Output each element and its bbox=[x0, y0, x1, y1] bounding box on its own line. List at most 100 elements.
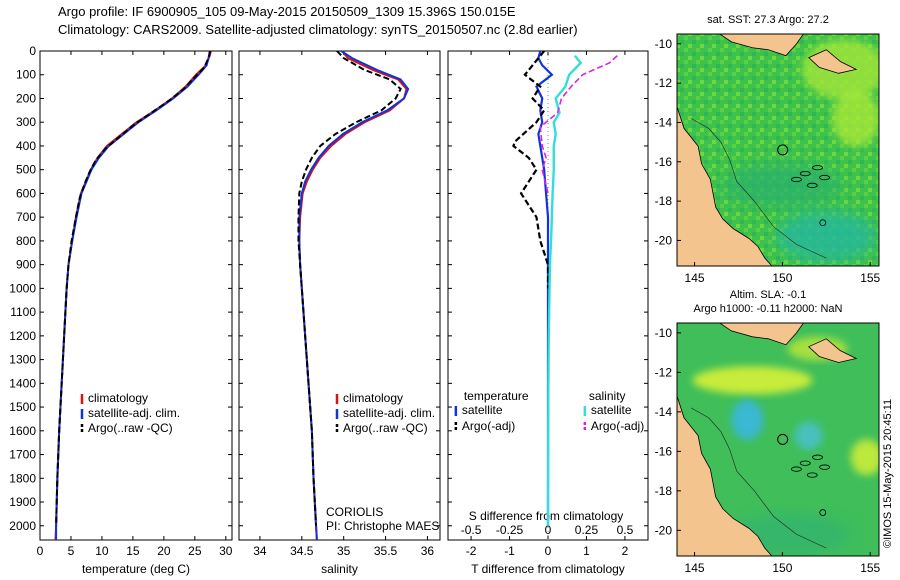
x-tick-label: 35 bbox=[337, 544, 351, 558]
reef-outline bbox=[819, 174, 830, 181]
map-frame bbox=[676, 33, 880, 267]
y-tick-label: 1000 bbox=[9, 281, 36, 295]
map-field bbox=[677, 323, 879, 556]
y-tick-label: 900 bbox=[16, 258, 36, 272]
plot-frame bbox=[238, 50, 441, 541]
reef-outline bbox=[819, 464, 830, 470]
legend-entry: satellite-adj. clim. bbox=[343, 406, 435, 420]
map-title: sat. SST: 27.3 Argo: 27.2 bbox=[707, 14, 829, 26]
map-title: Altim. SLA: -0.1 bbox=[730, 289, 806, 301]
x-tick-label: 145 bbox=[685, 561, 705, 575]
x-tick-label: 0 bbox=[545, 544, 552, 558]
land-mass bbox=[677, 323, 804, 346]
x-tick-label: -2 bbox=[466, 544, 477, 558]
y-tick-label: 400 bbox=[16, 139, 36, 153]
x-tick-label: 150 bbox=[772, 271, 792, 285]
panel-sla-map: 145 150 155 -10 -12 -14 -16 -18 -20 Altim. SLA: -… bbox=[655, 289, 881, 575]
x-tick-label: 36 bbox=[421, 544, 435, 558]
reef-outline bbox=[799, 460, 811, 466]
annotation-text: PI: Christophe MAES bbox=[326, 519, 439, 533]
series-argo-raw-qc- bbox=[297, 50, 402, 526]
legend-entry: Argo(-adj) bbox=[462, 419, 515, 433]
x2-tick-label: -0.25 bbox=[496, 523, 524, 537]
legend-entry: satellite bbox=[462, 403, 503, 417]
x-tick-label: 34.5 bbox=[290, 544, 314, 558]
reef-outline bbox=[791, 176, 802, 183]
warm-patch bbox=[832, 90, 879, 147]
x-tick-label: 155 bbox=[860, 561, 880, 575]
y-tick-label: -10 bbox=[655, 326, 673, 340]
y-tick-label: -12 bbox=[655, 365, 673, 379]
map-subtitle: Argo h1000: -0.11 h2000: NaN bbox=[693, 303, 842, 315]
land-mass bbox=[677, 34, 804, 57]
reef-outline bbox=[791, 466, 802, 472]
low-sla bbox=[731, 399, 764, 440]
y-tick-label: 1700 bbox=[9, 448, 36, 462]
x-axis-label: temperature (deg C) bbox=[82, 562, 190, 576]
y-tick-label: 1300 bbox=[9, 353, 36, 367]
land-mass bbox=[677, 395, 773, 556]
y-tick-label: 1400 bbox=[9, 376, 36, 390]
land-mass bbox=[677, 106, 773, 266]
x-axis-label: T difference from climatology bbox=[471, 562, 625, 576]
map-frame bbox=[676, 322, 880, 557]
x-tick-label: 2 bbox=[622, 544, 629, 558]
series-argo-raw-qc- bbox=[55, 50, 212, 526]
x2-axis-label: S difference from climatology bbox=[469, 509, 624, 523]
x-tick-label: 25 bbox=[188, 544, 202, 558]
x-tick-label: 1 bbox=[583, 544, 590, 558]
map-field bbox=[677, 34, 879, 266]
y-tick-label: 1100 bbox=[10, 305, 36, 319]
legend-entry: climatology bbox=[88, 391, 148, 405]
x-tick-label: 150 bbox=[772, 561, 792, 575]
panel-salinity: 34 34.5 35 35.5 36 salinity climatologysatelli… bbox=[238, 50, 441, 576]
panel-difference: -2 -1 0 1 2 T difference from climatology -0.5… bbox=[447, 50, 649, 576]
y-tick-label: 2000 bbox=[9, 519, 36, 533]
annotation-text: CORIOLIS bbox=[326, 505, 383, 519]
y-tick-label: 1800 bbox=[9, 471, 36, 485]
y-tick-label: 700 bbox=[16, 210, 36, 224]
panel-sst-map: 145 150 155 -10 -12 -14 -16 -18 -20 sat. SST: 27.… bbox=[655, 14, 881, 285]
isobath bbox=[690, 407, 827, 549]
reef-outline bbox=[799, 170, 811, 177]
high-sla bbox=[850, 439, 879, 476]
y-tick-label: -14 bbox=[655, 115, 673, 129]
x2-tick-label: 0.25 bbox=[575, 523, 599, 537]
argo-position-marker bbox=[777, 433, 789, 445]
y-tick-label: 300 bbox=[16, 115, 36, 129]
legend-entry: climatology bbox=[343, 391, 403, 405]
x-tick-label: -1 bbox=[504, 544, 515, 558]
y-tick-label: 1600 bbox=[9, 424, 36, 438]
y-tick-label: 800 bbox=[16, 234, 36, 248]
y-tick-label: -20 bbox=[655, 523, 673, 537]
reef-outline bbox=[806, 472, 818, 478]
reef-outline bbox=[812, 165, 823, 171]
legend-title-salinity: salinity bbox=[589, 389, 626, 403]
y-tick-label: -12 bbox=[655, 76, 673, 90]
y-tick-label: -16 bbox=[655, 444, 673, 458]
x-tick-label: 155 bbox=[860, 271, 880, 285]
y-tick-label: -18 bbox=[655, 484, 673, 498]
legend-entry: Argo(-adj) bbox=[591, 419, 644, 433]
x-tick-label: 20 bbox=[157, 544, 171, 558]
y-tick-label: 0 bbox=[29, 44, 36, 58]
x2-tick-label: -0.5 bbox=[461, 523, 482, 537]
argo-position-marker bbox=[777, 144, 789, 156]
cool-patch bbox=[776, 210, 877, 263]
x-axis-label: salinity bbox=[321, 562, 358, 576]
y-tick-label: -20 bbox=[655, 233, 673, 247]
panel-temperature: 0100200300400500600700800900100011001200… bbox=[9, 44, 233, 576]
y-tick-label: -10 bbox=[655, 37, 673, 51]
legend-entry: Argo(..raw -QC) bbox=[343, 421, 428, 435]
land-mass bbox=[808, 49, 858, 74]
legend-entry: satellite bbox=[591, 403, 632, 417]
x-tick-label: 10 bbox=[95, 544, 109, 558]
series-salinity-argo-adj- bbox=[539, 55, 618, 194]
y-tick-label: 1200 bbox=[9, 329, 36, 343]
y-tick-label: 100 bbox=[16, 68, 36, 82]
legend-title-temperature: temperature bbox=[464, 389, 529, 403]
x-tick-label: 15 bbox=[126, 544, 140, 558]
x-tick-label: 145 bbox=[685, 271, 705, 285]
header-line-2: Climatology: CARS2009. Satellite-adjuste… bbox=[58, 22, 578, 37]
